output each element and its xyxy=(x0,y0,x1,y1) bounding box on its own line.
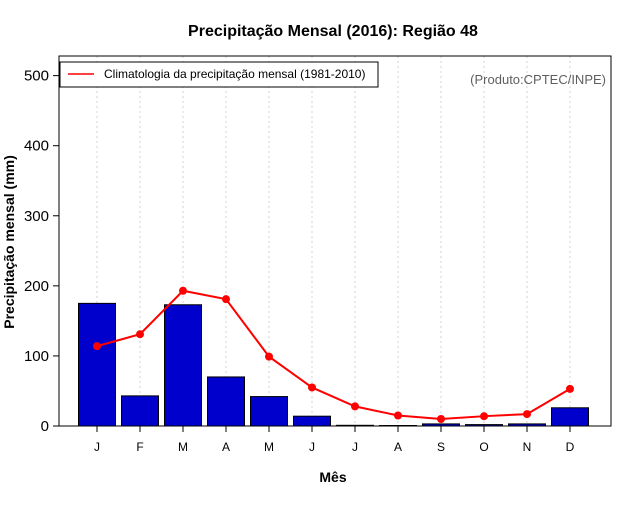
climatology-line xyxy=(96,289,571,420)
climatology-point-5 xyxy=(265,352,273,361)
chart-title: Precipitação Mensal (2016): Região 48 xyxy=(188,23,478,40)
climatology-point-1 xyxy=(93,342,101,351)
bar-3 xyxy=(164,304,202,427)
climatology-point-8 xyxy=(394,411,402,420)
climatology-point-10 xyxy=(480,412,488,421)
climatology-point-4 xyxy=(222,295,230,304)
y-tick-label: 400 xyxy=(24,138,49,155)
x-tick-label: F xyxy=(136,440,143,454)
x-tick-label: A xyxy=(394,440,402,454)
bar-2 xyxy=(121,395,159,427)
climatology-point-9 xyxy=(437,414,445,423)
x-tick-label: M xyxy=(264,440,274,454)
legend-box xyxy=(59,61,379,88)
grid-layer xyxy=(96,56,571,426)
bars-layer xyxy=(78,302,589,427)
y-tick-label: 200 xyxy=(24,278,49,295)
bar-12 xyxy=(551,407,589,427)
x-tick-label: N xyxy=(523,440,532,454)
bar-4 xyxy=(207,376,245,427)
x-tick-label: M xyxy=(178,440,188,454)
legend-label: Climatologia da precipitação mensal (198… xyxy=(104,67,365,81)
climatology-point-12 xyxy=(566,384,574,393)
climatology-point-6 xyxy=(308,383,316,392)
climatology-points-layer xyxy=(93,286,574,423)
climatology-point-7 xyxy=(351,402,359,411)
y-tick-label: 100 xyxy=(24,348,49,365)
climatology-point-3 xyxy=(179,286,187,295)
x-tick-label: O xyxy=(479,440,488,454)
climatology-point-2 xyxy=(136,330,144,339)
x-tick-label: J xyxy=(309,440,315,454)
x-tick-label: J xyxy=(352,440,358,454)
product-credit: (Produto:CPTEC/INPE) xyxy=(470,72,606,87)
axes-layer: 0 100 200 300 400 500 J F M A M J J A S O N D xyxy=(24,55,612,454)
plot-border xyxy=(58,55,612,427)
bar-6 xyxy=(293,415,331,427)
x-tick-label: D xyxy=(566,440,575,454)
climatology-line-layer xyxy=(96,289,571,420)
x-tick-label: S xyxy=(437,440,445,454)
x-tick-label: A xyxy=(222,440,230,454)
y-tick-label: 0 xyxy=(41,418,49,435)
bar-5 xyxy=(250,396,288,427)
bar-1 xyxy=(78,302,116,427)
y-axis-title: Precipitação mensal (mm) xyxy=(1,155,17,329)
climatology-point-11 xyxy=(523,410,531,419)
y-tick-label: 300 xyxy=(24,208,49,225)
legend: Climatologia da precipitação mensal (198… xyxy=(59,61,379,88)
x-axis-title: Mês xyxy=(319,469,346,485)
y-tick-label: 500 xyxy=(24,68,49,85)
x-tick-label: J xyxy=(94,440,100,454)
